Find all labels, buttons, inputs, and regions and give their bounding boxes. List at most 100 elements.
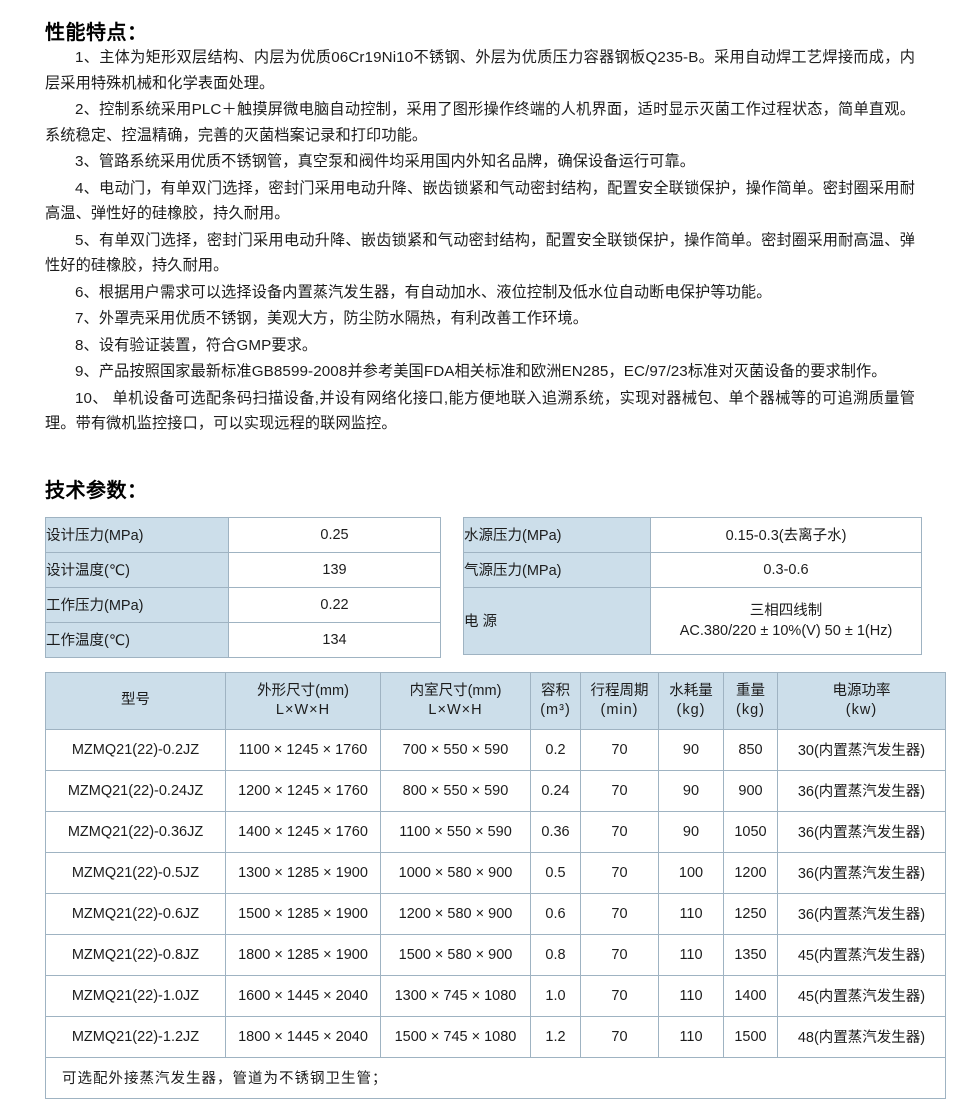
table-row: MZMQ21(22)-0.5JZ 1300 × 1285 × 1900 1000 ×… — [45, 851, 946, 894]
cell-value: 70 — [580, 769, 659, 812]
cell-value: 45(内置蒸汽发生器) — [777, 974, 946, 1017]
header-line1: 型号 — [121, 692, 150, 708]
table-row: MZMQ21(22)-0.2JZ 1100 × 1245 × 1760 700 × … — [45, 728, 946, 771]
header-line2: (min) — [600, 701, 639, 718]
column-header-weight: 重量 (kg) — [723, 671, 778, 730]
cell-value: 0.2 — [530, 728, 581, 771]
header-line2: (kw) — [845, 701, 878, 718]
cell-model: MZMQ21(22)-0.24JZ — [45, 769, 226, 812]
parameter-tables-row: 设计压力(MPa) 0.25 设计温度(℃) 139 工作压力(MPa) 0.2… — [45, 516, 922, 658]
cell-value: 36(内置蒸汽发生器) — [777, 769, 946, 812]
cell-value: 110 — [658, 1015, 724, 1058]
param-label: 工作压力(MPa) — [45, 586, 229, 623]
param-value: 0.15-0.3(去离子水) — [650, 516, 922, 553]
cell-value: 90 — [658, 769, 724, 812]
cell-value: 700 × 550 × 590 — [380, 728, 531, 771]
cell-value: 90 — [658, 728, 724, 771]
param-label: 设计压力(MPa) — [45, 516, 229, 553]
header-line2: (kg) — [676, 701, 706, 718]
spec-footnote: 可选配外接蒸汽发生器，管道为不锈钢卫生管； — [45, 1056, 946, 1099]
cell-value: 1.0 — [530, 974, 581, 1017]
cell-value: 90 — [658, 810, 724, 853]
cell-value: 1300 × 745 × 1080 — [380, 974, 531, 1017]
table-row: 气源压力(MPa) 0.3-0.6 — [463, 551, 922, 588]
cell-value: 45(内置蒸汽发生器) — [777, 933, 946, 976]
cell-value: 70 — [580, 810, 659, 853]
param-label: 工作温度(℃) — [45, 621, 229, 658]
header-line2: L×W×H — [275, 701, 331, 718]
cell-value: 1200 × 580 × 900 — [380, 892, 531, 935]
cell-value: 70 — [580, 974, 659, 1017]
param-label: 设计温度(℃) — [45, 551, 229, 588]
spec-table-body: MZMQ21(22)-0.2JZ 1100 × 1245 × 1760 700 × … — [45, 728, 946, 1058]
cell-value: 0.24 — [530, 769, 581, 812]
cell-value: 850 — [723, 728, 778, 771]
table-row: 设计温度(℃) 139 — [45, 551, 441, 588]
list-item: 3、管路系统采用优质不锈钢管，真空泵和阀件均采用国内外知名品牌，确保设备运行可靠… — [75, 153, 696, 170]
header-line2: (m³) — [540, 701, 571, 718]
cell-value: 70 — [580, 728, 659, 771]
document-page: 性能特点： 1、主体为矩形双层结构、内层为优质06Cr19Ni10不锈钢、外层为… — [45, 0, 946, 1099]
table-row: MZMQ21(22)-0.24JZ 1200 × 1245 × 1760 800 ×… — [45, 769, 946, 812]
header-line2: (kg) — [736, 701, 765, 718]
cell-value: 70 — [580, 892, 659, 935]
technical-section-header: 技术参数： — [45, 438, 915, 517]
column-header-model: 型号 — [45, 671, 226, 730]
cell-model: MZMQ21(22)-0.2JZ — [45, 728, 226, 771]
param-value: 0.25 — [228, 516, 441, 553]
cell-value: 1100 × 550 × 590 — [380, 810, 531, 853]
cell-value: 0.8 — [530, 933, 581, 976]
cell-value: 1200 — [723, 851, 778, 894]
table-row: 工作压力(MPa) 0.22 — [45, 586, 441, 623]
header-line1: 内室尺寸(mm) — [409, 682, 502, 699]
table-row: 设计压力(MPa) 0.25 — [45, 516, 441, 553]
column-header-power: 电源功率 (kw) — [777, 671, 946, 730]
cell-value: 1400 × 1245 × 1760 — [225, 810, 381, 853]
list-item: 6、根据用户需求可以选择设备内置蒸汽发生器，有自动加水、液位控制及低水位自动断电… — [75, 283, 772, 301]
column-header-cycle-time: 行程周期 (min) — [580, 671, 659, 730]
header-line1: 电源功率 — [832, 682, 891, 699]
list-item: 10、 单机设备可选配条码扫描设备,并设有网络化接口,能方便地联入追溯系统，实现… — [45, 389, 915, 433]
cell-model: MZMQ21(22)-1.0JZ — [45, 974, 226, 1017]
cell-value: 0.6 — [530, 892, 581, 935]
list-item: 9、产品按照国家最新标准GB8599-2008并参考美国FDA相关标准和欧洲EN… — [75, 363, 887, 380]
cell-model: MZMQ21(22)-0.8JZ — [45, 933, 226, 976]
technical-params-title: 技术参数： — [45, 479, 148, 502]
cell-value: 70 — [580, 1015, 659, 1058]
cell-model: MZMQ21(22)-1.2JZ — [45, 1015, 226, 1058]
cell-value: 1350 — [723, 933, 778, 976]
table-row: MZMQ21(22)-0.36JZ 1400 × 1245 × 1760 1100 … — [45, 810, 946, 853]
cell-value: 110 — [658, 892, 724, 935]
list-item: 1、主体为矩形双层结构、内层为优质06Cr19Ni10不锈钢、外层为优质压力容器… — [45, 49, 915, 92]
list-item: 4、电动门，有单双门选择，密封门采用电动升降、嵌齿锁紧和气动密封结构，配置安全联… — [45, 179, 915, 223]
cell-value: 1000 × 580 × 900 — [380, 851, 531, 894]
cell-value: 1.2 — [530, 1015, 581, 1058]
table-footnote-row: 可选配外接蒸汽发生器，管道为不锈钢卫生管； — [45, 1056, 946, 1099]
table-row: 水源压力(MPa) 0.15-0.3(去离子水) — [463, 516, 922, 553]
header-line1: 行程周期 — [590, 682, 649, 699]
column-header-water-consumption: 水耗量 (kg) — [658, 671, 724, 730]
performance-feature-list: 1、主体为矩形双层结构、内层为优质06Cr19Ni10不锈钢、外层为优质压力容器… — [45, 45, 915, 437]
model-specifications-table: 型号 外形尺寸(mm) L×W×H 内室尺寸(mm) L×W×H 容积 (m³)… — [45, 671, 946, 1099]
cell-value: 1250 — [723, 892, 778, 935]
cell-value: 36(内置蒸汽发生器) — [777, 810, 946, 853]
cell-value: 1050 — [723, 810, 778, 853]
cell-value: 1800 × 1285 × 1900 — [225, 933, 381, 976]
supply-parameters-table: 水源压力(MPa) 0.15-0.3(去离子水) 气源压力(MPa) 0.3-0… — [463, 516, 922, 655]
cell-value: 1500 × 745 × 1080 — [380, 1015, 531, 1058]
cell-value: 0.5 — [530, 851, 581, 894]
param-value: 0.3-0.6 — [650, 551, 922, 588]
cell-value: 1500 × 580 × 900 — [380, 933, 531, 976]
table-row: 电 源 三相四线制 AC.380/220 ± 10%(V) 50 ± 1(Hz) — [463, 586, 922, 655]
header-line1: 水耗量 — [669, 682, 713, 699]
list-item: 7、外罩壳采用优质不锈钢，美观大方，防尘防水隔热，有利改善工作环境。 — [75, 310, 589, 327]
cell-value: 100 — [658, 851, 724, 894]
header-line1: 外形尺寸(mm) — [257, 682, 349, 699]
power-supply-line2: AC.380/220 ± 10%(V) 50 ± 1(Hz) — [679, 622, 893, 639]
performance-section-header: 性能特点： — [45, 0, 915, 45]
cell-value: 48(内置蒸汽发生器) — [777, 1015, 946, 1058]
param-value: 134 — [228, 621, 441, 658]
cell-value: 30(内置蒸汽发生器) — [777, 728, 946, 771]
power-supply-line1: 三相四线制 — [749, 602, 823, 619]
param-value: 0.22 — [228, 586, 441, 623]
